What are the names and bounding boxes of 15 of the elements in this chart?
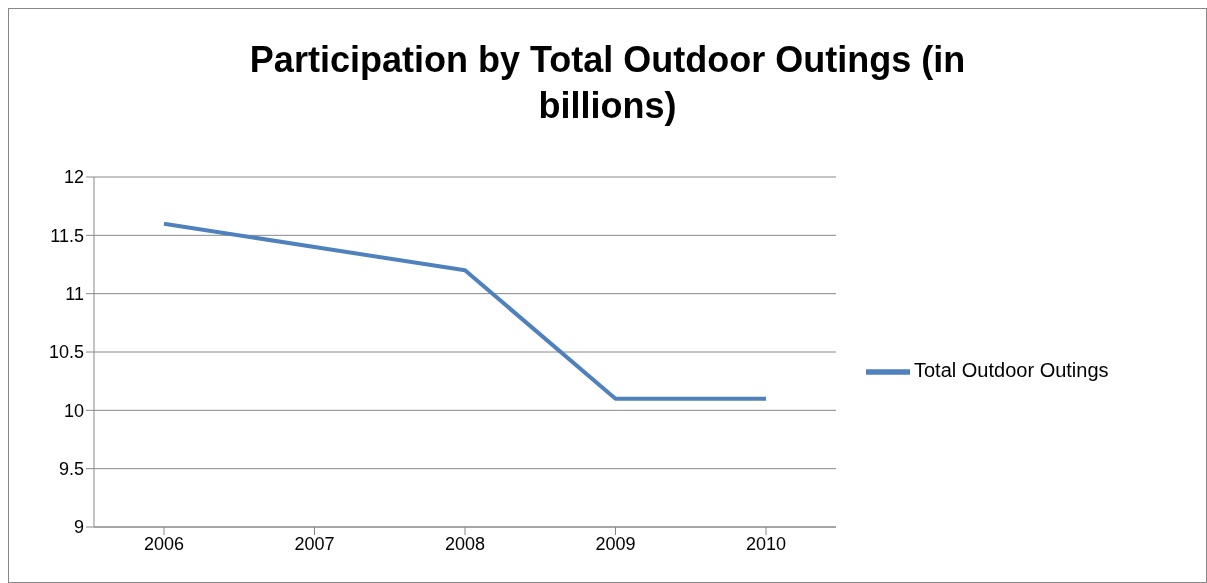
y-tick-label: 10: [63, 400, 84, 421]
y-tick-label: 12: [63, 167, 84, 188]
x-tick-label: 2009: [595, 533, 636, 554]
x-tick-label: 2007: [294, 533, 335, 554]
chart-title: Participation by Total Outdoor Outings (in billions): [248, 38, 967, 128]
x-tick-label: 2008: [444, 533, 486, 554]
y-tick-label: 11.5: [50, 225, 84, 246]
y-tick-label: 11: [65, 284, 84, 305]
x-tick-label: 2010: [745, 533, 787, 554]
line-series: [162, 221, 768, 401]
y-tick-label: 9: [73, 517, 84, 538]
x-tick-label: 2006: [143, 533, 185, 554]
y-tick-label: 10.5: [48, 342, 84, 363]
y-tick-label: 9.5: [58, 459, 84, 480]
legend-label: Total Outdoor Outings: [914, 359, 1109, 382]
